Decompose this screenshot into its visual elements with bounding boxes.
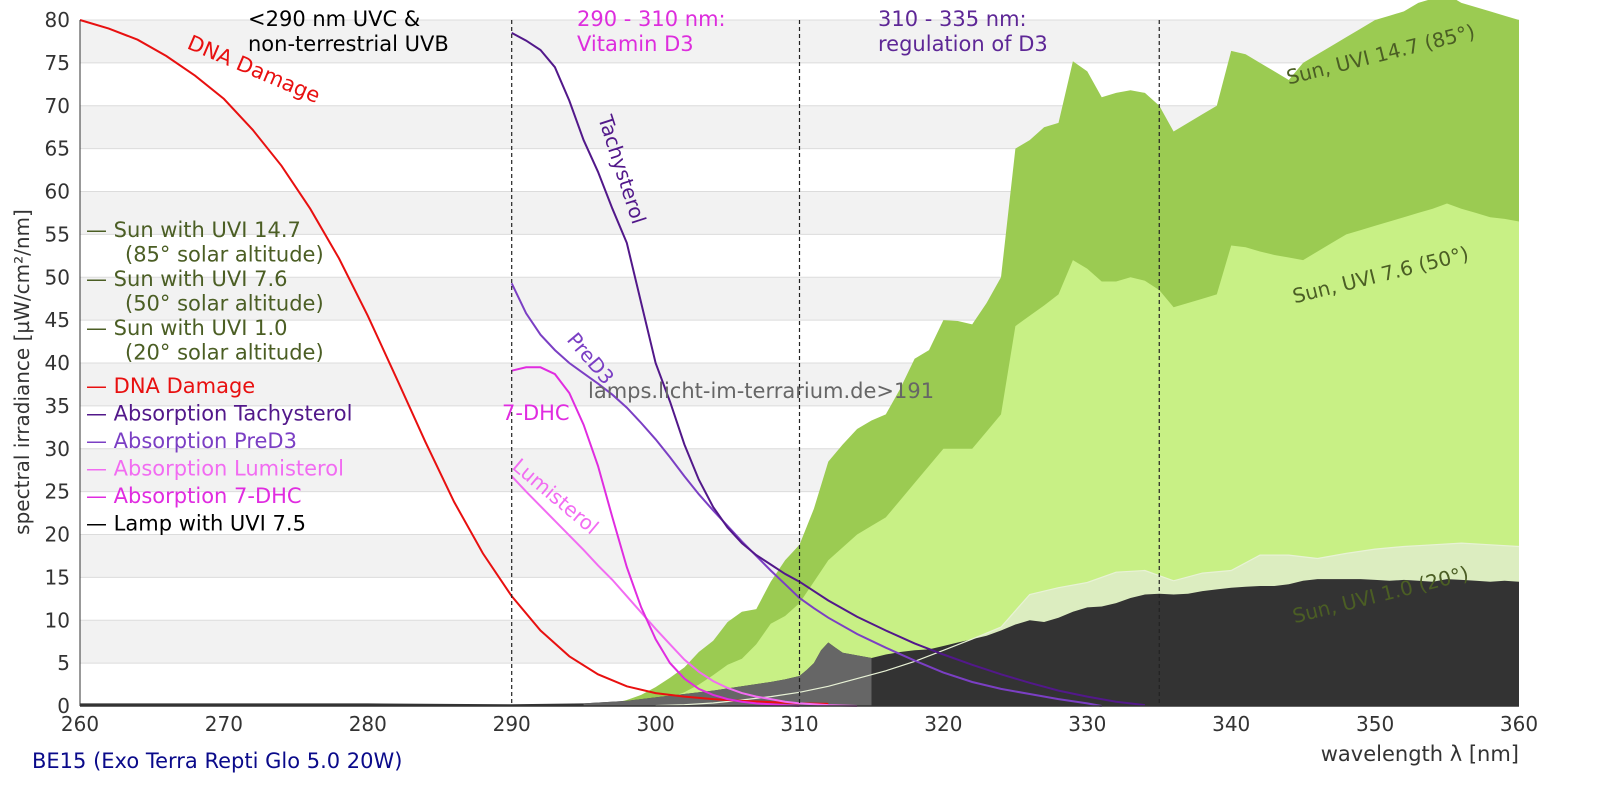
region-label-line: 290 - 310 nm: — [577, 7, 726, 31]
y-tick-label: 60 — [45, 180, 70, 204]
line-lumisterol — [510, 475, 858, 707]
legend-item: — Absorption 7-DHC — [86, 484, 302, 508]
region-label-0: <290 nm UVC & non-terrestrial UVB — [248, 7, 449, 56]
region-label-line: Vitamin D3 — [577, 32, 694, 56]
region-labels: <290 nm UVC & non-terrestrial UVB 290 - 31… — [248, 7, 1048, 56]
legend-item: — Absorption Tachysterol — [86, 402, 352, 426]
legend-item: — DNA Damage — [86, 374, 255, 398]
legend-item: — Sun with UVI 7.6 (50° solar altitude) — [86, 267, 324, 316]
y-tick-label: 75 — [45, 51, 70, 75]
x-tick-label: 300 — [637, 712, 675, 736]
x-tick-label: 360 — [1500, 712, 1538, 736]
y-tick-label: 70 — [45, 94, 70, 118]
y-tick-label: 25 — [45, 480, 70, 504]
y-tick-label: 5 — [57, 651, 70, 675]
region-label-line: <290 nm UVC & — [248, 7, 420, 31]
legend-item-line: — Absorption PreD3 — [86, 429, 297, 453]
x-tick-label: 290 — [493, 712, 531, 736]
line-tachysterol — [511, 32, 1146, 707]
y-tick-label: 10 — [45, 608, 70, 632]
y-tick-label: 80 — [45, 8, 70, 32]
area-lamp-uvb — [583, 642, 872, 706]
y-tick-label: 45 — [45, 308, 70, 332]
region-label-1: 290 - 310 nm: Vitamin D3 — [577, 7, 726, 56]
legend-item-line: — Sun with UVI 7.6 — [86, 267, 288, 291]
curve-label-dhc7: 7-DHC — [502, 401, 570, 425]
footer-lamp-name: BE15 (Exo Terra Repti Glo 5.0 20W) — [32, 749, 402, 773]
legend-item-line: — Absorption Tachysterol — [86, 402, 352, 426]
x-tick-label: 260 — [61, 712, 99, 736]
legend-item-line: (85° solar altitude) — [125, 243, 324, 267]
legend-item-line: — Absorption 7-DHC — [86, 484, 302, 508]
legend-item-line: — Sun with UVI 14.7 — [86, 218, 301, 242]
region-label-line: non-terrestrial UVB — [248, 32, 449, 56]
x-tick-label: 350 — [1356, 712, 1394, 736]
x-tick-label: 280 — [349, 712, 387, 736]
legend-item: — Lamp with UVI 7.5 — [86, 512, 306, 536]
legend-item: — Sun with UVI 14.7 (85° solar altitude) — [86, 218, 324, 267]
region-label-line: regulation of D3 — [878, 32, 1048, 56]
legend-item-line: (50° solar altitude) — [125, 292, 324, 316]
tick-labels: 0 5 10 15 20 25 30 35 40 45 50 55 60 65 70 75 80 260 270 28… — [45, 8, 1539, 736]
y-axis-title: spectral irradiance [µW/cm²/nm] — [10, 209, 34, 535]
y-tick-label: 65 — [45, 137, 70, 161]
y-tick-label: 40 — [45, 351, 70, 375]
legend-item: — Absorption Lumisterol — [86, 457, 344, 481]
y-tick-label: 15 — [45, 565, 70, 589]
legend-item-line: — DNA Damage — [86, 374, 255, 398]
legend: — Sun with UVI 14.7 (85° solar altitude)—… — [86, 218, 352, 536]
y-tick-label: 50 — [45, 265, 70, 289]
line-series — [79, 19, 1146, 707]
line-pred3 — [510, 282, 1102, 707]
region-label-line: 310 - 335 nm: — [878, 7, 1027, 31]
region-divider-lines — [511, 20, 1160, 706]
region-label-2: 310 - 335 nm: regulation of D3 — [878, 7, 1048, 56]
legend-item: — Sun with UVI 1.0 (20° solar altitude) — [86, 316, 324, 365]
legend-item: — Absorption PreD3 — [86, 429, 297, 453]
legend-item-line: — Lamp with UVI 7.5 — [86, 512, 306, 536]
x-tick-label: 320 — [924, 712, 962, 736]
watermark: lamps.licht-im-terrarium.de>191 — [588, 379, 934, 403]
x-tick-label: 330 — [1068, 712, 1106, 736]
line-dhc7 — [511, 366, 800, 707]
y-tick-label: 20 — [45, 523, 70, 547]
legend-item-line: — Sun with UVI 1.0 — [86, 316, 288, 340]
line-dna — [79, 19, 829, 705]
x-axis-title: wavelength λ [nm] — [1321, 742, 1519, 766]
axes — [79, 20, 1519, 707]
x-tick-label: 340 — [1212, 712, 1250, 736]
y-tick-label: 30 — [45, 437, 70, 461]
x-tick-label: 270 — [205, 712, 243, 736]
legend-item-line: (20° solar altitude) — [125, 341, 324, 365]
legend-item-line: — Absorption Lumisterol — [86, 457, 344, 481]
y-tick-label: 0 — [57, 694, 70, 718]
y-tick-label: 55 — [45, 222, 70, 246]
y-tick-label: 35 — [45, 394, 70, 418]
x-tick-label: 310 — [780, 712, 818, 736]
